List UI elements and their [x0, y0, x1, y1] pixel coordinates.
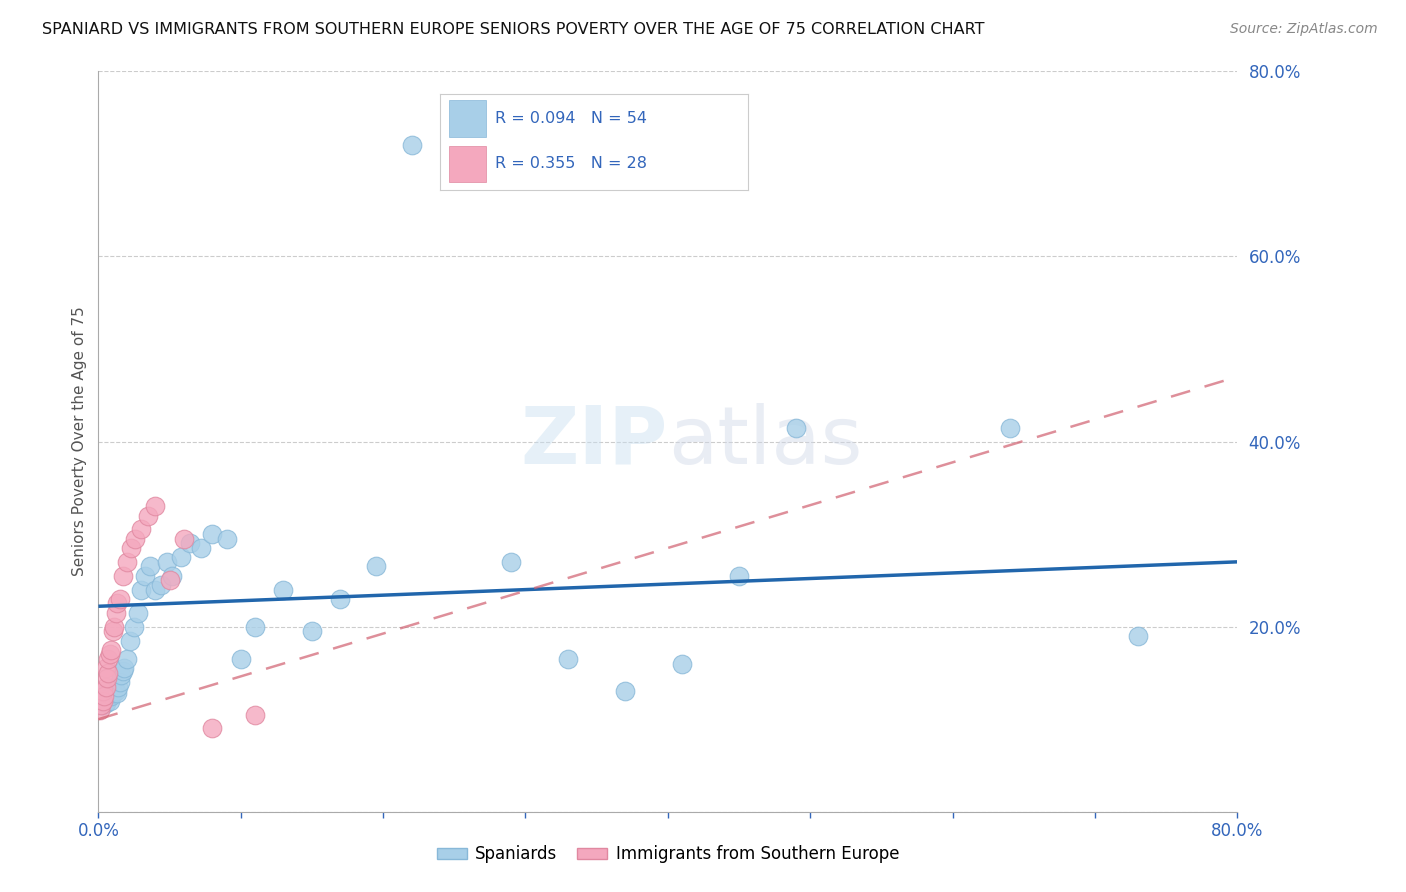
Point [91, 698, 114, 713]
Point [100, 642, 122, 657]
Point [201, 527, 224, 541]
Point [118, 633, 141, 648]
Point [145, 582, 167, 597]
Point [124, 532, 146, 546]
Point [90, 698, 112, 713]
Point [190, 541, 212, 555]
Point [156, 555, 179, 569]
Point [201, 722, 224, 736]
Point [179, 536, 201, 550]
Point [129, 582, 152, 597]
Point [105, 597, 128, 611]
Point [401, 138, 423, 153]
Point [215, 532, 238, 546]
Point [105, 686, 128, 700]
Point [243, 619, 266, 633]
Point [150, 578, 173, 592]
Point [94, 661, 117, 675]
Point [1126, 629, 1149, 643]
Point [103, 680, 125, 694]
Point [159, 574, 181, 588]
Point [162, 568, 184, 582]
Point [103, 619, 125, 633]
Point [998, 420, 1021, 434]
Point [111, 568, 134, 582]
Point [97, 689, 120, 703]
Point [329, 591, 352, 606]
Point [122, 619, 145, 633]
Point [101, 624, 124, 639]
Point [364, 559, 387, 574]
Point [98, 688, 121, 702]
Point [301, 624, 323, 639]
Point [273, 582, 295, 597]
Point [138, 559, 160, 574]
Point [115, 652, 138, 666]
Point [136, 508, 159, 523]
Point [96, 671, 118, 685]
Point [614, 684, 637, 698]
Point [134, 568, 156, 582]
Point [728, 568, 751, 582]
Point [501, 555, 523, 569]
Point [91, 684, 114, 698]
Point [229, 652, 252, 666]
Point [93, 689, 115, 703]
Point [98, 694, 121, 708]
Point [127, 606, 149, 620]
Point [108, 675, 131, 690]
Point [111, 664, 134, 678]
Point [101, 686, 124, 700]
Point [89, 703, 111, 717]
Point [145, 500, 167, 514]
Point [170, 550, 193, 565]
Text: ZIP: ZIP [520, 402, 668, 481]
Point [96, 694, 118, 708]
Point [112, 661, 135, 675]
Point [557, 652, 579, 666]
Point [110, 667, 132, 681]
Legend: Spaniards, Immigrants from Southern Europe: Spaniards, Immigrants from Southern Euro… [430, 838, 905, 870]
Point [93, 689, 115, 703]
Point [98, 648, 121, 662]
Point [671, 657, 693, 671]
Point [104, 606, 127, 620]
Point [173, 532, 195, 546]
Point [785, 420, 807, 434]
Point [108, 591, 131, 606]
Point [94, 691, 117, 706]
Point [96, 684, 118, 698]
Point [97, 652, 120, 666]
Point [94, 680, 117, 694]
Point [104, 684, 127, 698]
Point [91, 694, 114, 708]
Point [100, 689, 122, 703]
Point [97, 665, 120, 680]
Point [90, 698, 112, 713]
Text: SPANIARD VS IMMIGRANTS FROM SOUTHERN EUROPE SENIORS POVERTY OVER THE AGE OF 75 C: SPANIARD VS IMMIGRANTS FROM SOUTHERN EUR… [42, 22, 984, 37]
Point [93, 694, 115, 708]
Y-axis label: Seniors Poverty Over the Age of 75: Seniors Poverty Over the Age of 75 [72, 307, 87, 576]
Point [120, 541, 142, 555]
Text: atlas: atlas [668, 402, 862, 481]
Point [101, 684, 124, 698]
Point [115, 555, 138, 569]
Point [129, 523, 152, 537]
Point [94, 696, 117, 710]
Point [243, 707, 266, 722]
Point [107, 680, 129, 694]
Point [97, 686, 120, 700]
Text: Source: ZipAtlas.com: Source: ZipAtlas.com [1230, 22, 1378, 37]
